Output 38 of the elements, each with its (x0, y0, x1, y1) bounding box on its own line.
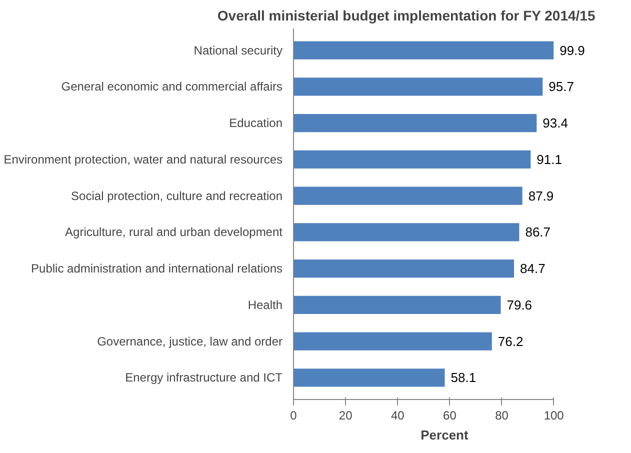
x-tick-label: 60 (443, 408, 457, 422)
y-tick-label: Social protection, culture and recreation (71, 188, 282, 203)
x-tick-label: 100 (544, 408, 564, 422)
bar (294, 78, 543, 96)
bar (294, 150, 531, 169)
data-label: 93.4 (542, 116, 568, 131)
y-tick-label: Agriculture, rural and urban development (65, 225, 284, 240)
y-tick-label: Health (248, 298, 282, 312)
bar (294, 332, 492, 350)
x-tick-label: 0 (290, 408, 298, 422)
data-label: 58.1 (450, 370, 476, 386)
bar (294, 41, 554, 60)
data-label: 76.2 (498, 334, 524, 349)
bar (294, 114, 537, 132)
y-tick-label: General economic and commercial affairs (61, 80, 283, 94)
y-tick-label: Energy infrastructure and ICT (125, 370, 284, 385)
data-label: 86.7 (525, 224, 551, 240)
x-tick-label: 40 (390, 408, 405, 422)
data-label: 79.6 (506, 297, 532, 312)
bar (294, 223, 520, 242)
data-label: 95.7 (548, 79, 574, 94)
bar (294, 296, 501, 314)
bar (294, 368, 445, 387)
y-tick-label: Public administration and international relations (31, 262, 283, 276)
y-tick-label: Education (229, 116, 282, 130)
y-tick-label: Governance, justice, law and order (97, 334, 283, 348)
y-tick-label: Environment protection, water and natural resources (4, 152, 282, 166)
x-axis-title: Percent (420, 428, 470, 442)
x-tick-label: 20 (338, 408, 353, 422)
data-label: 91.1 (536, 152, 562, 167)
data-label: 87.9 (528, 188, 554, 204)
data-label: 84.7 (520, 261, 546, 276)
x-tick-label: 80 (495, 408, 509, 422)
data-label: 99.9 (560, 42, 585, 58)
bar (294, 186, 522, 205)
chart-title: Overall ministerial budget implementation for FY 2014/15 (217, 8, 596, 24)
bar (294, 259, 514, 278)
y-tick-label: National security (194, 43, 283, 58)
